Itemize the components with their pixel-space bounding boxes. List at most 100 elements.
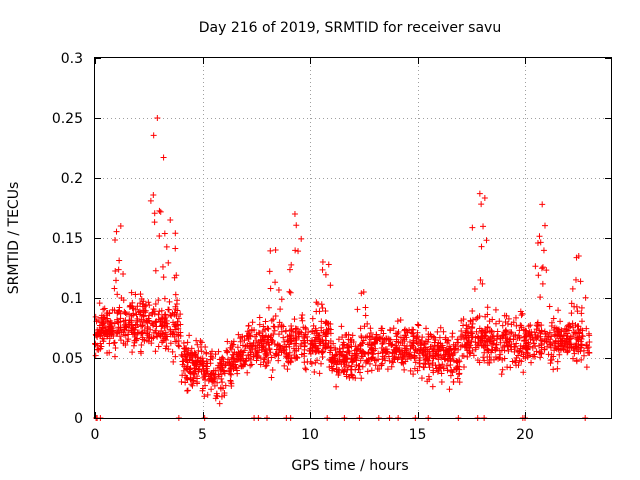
data-point: [496, 318, 503, 325]
data-point: [382, 357, 389, 364]
data-point: [504, 364, 511, 371]
data-point: [352, 354, 359, 361]
data-point: [169, 348, 176, 355]
data-point: [578, 318, 585, 325]
data-point: [523, 327, 530, 334]
data-point: [263, 362, 270, 369]
data-point: [272, 247, 279, 253]
data-point: [335, 336, 342, 343]
data-point: [578, 304, 585, 311]
data-point: [441, 356, 448, 363]
data-point: [483, 237, 490, 244]
data-point: [397, 334, 404, 341]
data-point: [503, 312, 510, 319]
data-point: [456, 370, 463, 377]
data-point: [189, 382, 196, 389]
data-point: [401, 327, 408, 334]
x-tick-label: 15: [409, 427, 427, 443]
data-point: [256, 321, 263, 328]
data-point: [172, 291, 179, 298]
data-point: [139, 303, 146, 310]
data-point: [473, 328, 480, 335]
data-point: [440, 365, 447, 372]
data-point: [304, 337, 311, 344]
data-point: [292, 340, 299, 347]
data-point: [156, 207, 163, 214]
data-point: [133, 311, 140, 318]
data-point: [307, 350, 314, 357]
data-point: [443, 347, 450, 354]
y-tick-label: 0.15: [52, 231, 83, 247]
data-point: [345, 362, 352, 369]
data-point: [175, 338, 182, 345]
data-point: [520, 369, 527, 376]
data-point: [230, 338, 237, 345]
data-point: [552, 338, 559, 345]
data-point: [126, 311, 133, 318]
data-point: [186, 368, 193, 375]
data-point: [486, 318, 493, 325]
data-point: [478, 201, 485, 208]
data-point: [228, 382, 235, 389]
data-point: [490, 356, 497, 363]
data-point: [106, 340, 113, 347]
data-point: [161, 335, 168, 342]
data-point: [439, 361, 446, 368]
data-point: [536, 233, 543, 240]
data-point: [117, 337, 124, 344]
data-point: [513, 322, 520, 329]
data-point: [265, 304, 272, 311]
data-point: [409, 342, 416, 349]
data-point: [577, 278, 584, 285]
data-point: [335, 370, 342, 377]
data-point: [437, 364, 444, 371]
data-point: [266, 345, 273, 352]
data-point: [155, 316, 162, 323]
data-point: [257, 361, 264, 368]
data-point: [288, 354, 295, 361]
data-point: [537, 348, 544, 355]
data-point: [285, 358, 292, 365]
data-point: [435, 347, 442, 354]
data-point: [354, 306, 361, 313]
data-point: [492, 306, 499, 313]
data-point: [137, 291, 144, 298]
data-point: [320, 348, 327, 355]
data-point: [183, 374, 190, 381]
data-point: [309, 315, 316, 322]
data-point: [216, 400, 223, 407]
data-point: [484, 359, 491, 366]
data-point: [140, 298, 147, 305]
data-point: [146, 331, 153, 338]
data-point: [97, 340, 104, 347]
data-point: [319, 259, 326, 265]
data-point: [513, 354, 520, 361]
data-point: [245, 352, 252, 359]
y-tick-label: 0.2: [61, 171, 83, 187]
data-point: [441, 355, 448, 362]
data-point: [569, 285, 576, 292]
data-point: [268, 354, 275, 361]
data-point: [559, 343, 566, 350]
data-point: [582, 294, 589, 301]
data-point: [129, 329, 136, 336]
data-point: [442, 334, 449, 341]
data-point: [142, 309, 149, 316]
data-point: [115, 319, 122, 326]
data-point: [299, 311, 306, 318]
data-point: [535, 272, 542, 279]
data-point: [548, 319, 555, 326]
y-tick-label: 0.05: [52, 351, 83, 367]
data-point: [235, 331, 242, 338]
data-point: [138, 316, 145, 323]
data-point: [272, 279, 279, 286]
data-point: [286, 288, 293, 295]
data-point: [267, 285, 274, 292]
data-point: [212, 367, 219, 374]
data-point: [212, 351, 219, 358]
data-point: [414, 340, 421, 347]
data-point: [265, 325, 272, 332]
data-point: [257, 337, 264, 344]
data-point: [564, 349, 571, 356]
data-point: [172, 326, 179, 333]
